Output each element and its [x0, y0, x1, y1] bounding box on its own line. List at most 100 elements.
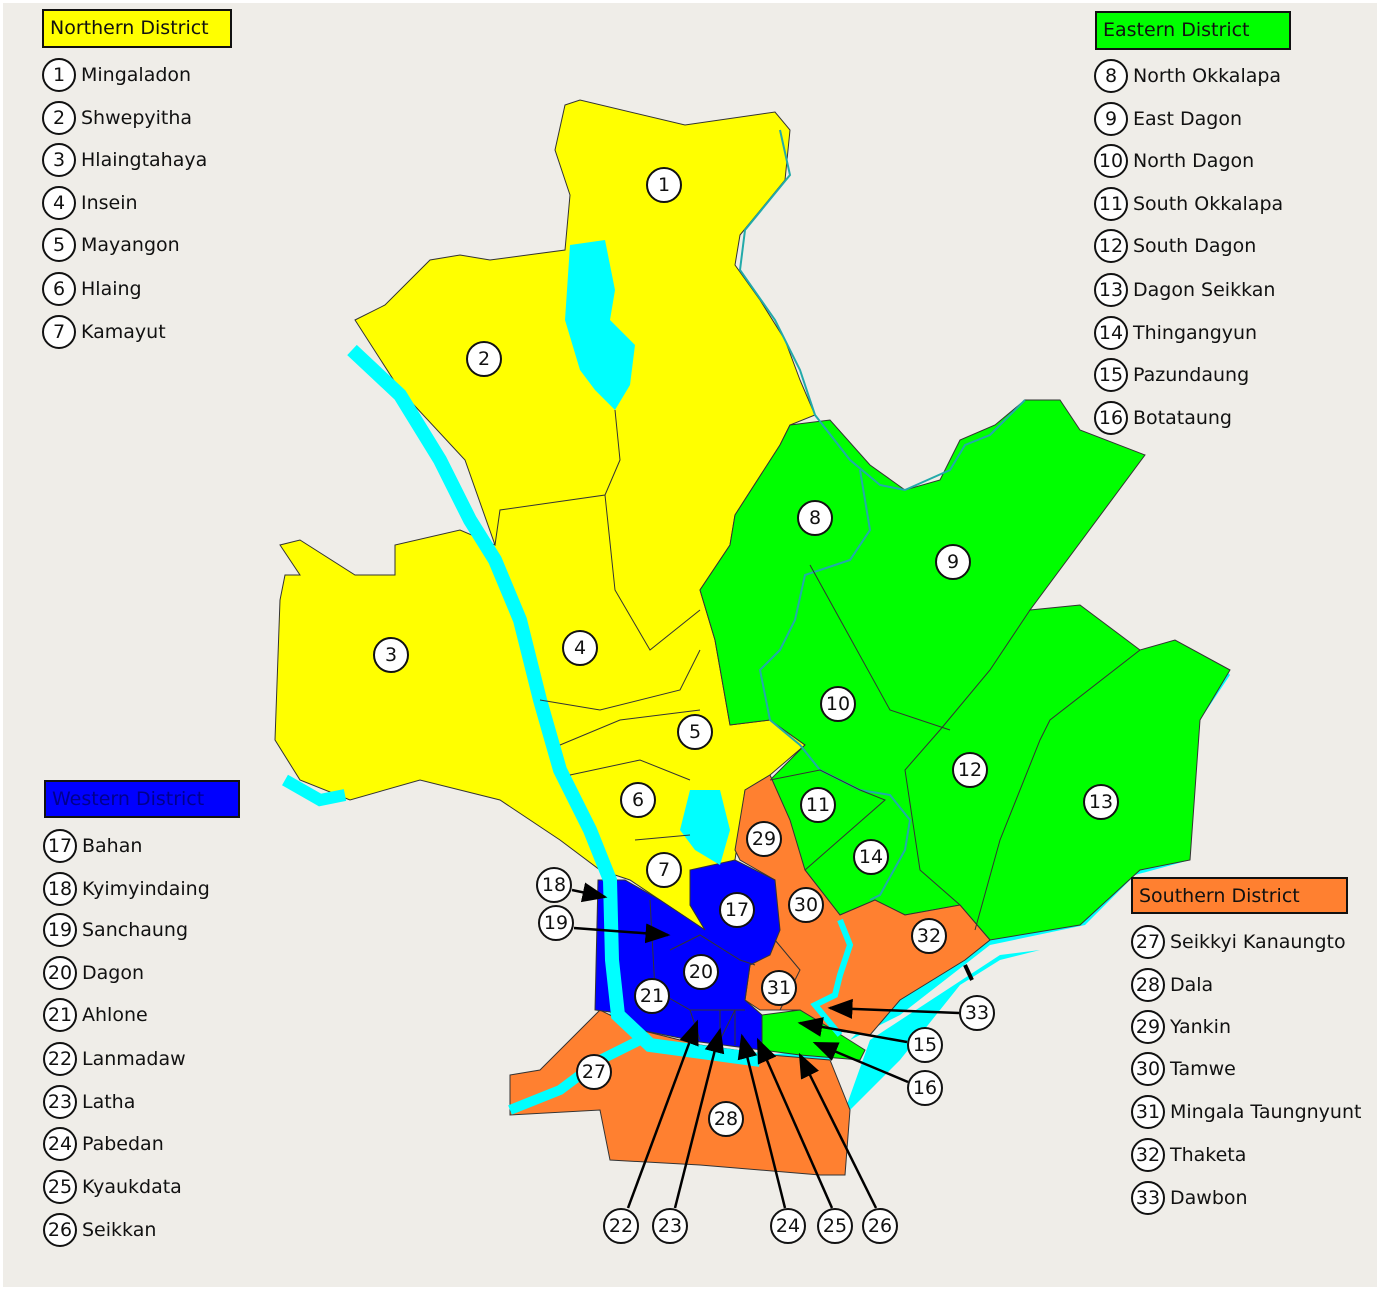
map-label-9: 9: [935, 544, 971, 580]
legend-township-name: Ahlone: [82, 1004, 148, 1026]
map-label-26: 26: [862, 1208, 898, 1244]
map-label-11: 11: [800, 787, 836, 823]
legend-item: 9 East Dagon: [1094, 100, 1242, 138]
map-label-16: 16: [907, 1070, 943, 1106]
legend-number: 24: [43, 1127, 77, 1161]
map-label-24: 24: [770, 1208, 806, 1244]
legend-number: 20: [43, 956, 77, 990]
legend-township-name: Bahan: [82, 835, 143, 857]
legend-number: 10: [1094, 144, 1128, 178]
legend-township-name: Pazundaung: [1133, 364, 1250, 386]
legend-number: 23: [43, 1085, 77, 1119]
hlaing-river: [347, 344, 761, 1067]
legend-item: 6 Hlaing: [42, 270, 142, 308]
lake-south: [680, 790, 730, 865]
legend-number: 18: [43, 872, 77, 906]
river-water: [600, 665, 1230, 1110]
legend-township-name: Tamwe: [1170, 1058, 1236, 1080]
legend-item: 31 Mingala Taungnyunt: [1131, 1093, 1361, 1131]
map-label-23: 23: [652, 1208, 688, 1244]
legend-item: 4 Insein: [42, 184, 138, 222]
legend-number: 5: [42, 228, 76, 262]
legend-township-name: Seikkyi Kanaungto: [1170, 931, 1346, 953]
legend-item: 16 Botataung: [1094, 399, 1232, 437]
map-label-3: 3: [373, 637, 409, 673]
map-label-1: 1: [646, 167, 682, 203]
map-label-19: 19: [538, 905, 574, 941]
arrow-22: [626, 1019, 699, 1209]
legend-item: 28 Dala: [1131, 966, 1213, 1004]
map-label-10: 10: [820, 686, 856, 722]
legend-item: 5 Mayangon: [42, 226, 180, 264]
legend-item: 25 Kyaukdata: [43, 1168, 182, 1206]
legend-township-name: Kyimyindaing: [82, 878, 210, 900]
legend-township-name: Sanchaung: [82, 919, 189, 941]
legend-item: 10 North Dagon: [1094, 142, 1254, 180]
map-label-33: 33: [959, 995, 995, 1031]
map-label-8: 8: [797, 500, 833, 536]
legend-township-name: Mingala Taungnyunt: [1170, 1101, 1362, 1123]
legend-township-name: Yankin: [1170, 1016, 1231, 1038]
map-label-25: 25: [817, 1208, 853, 1244]
arrow-33: [827, 998, 960, 1019]
arrow-18: [571, 882, 608, 903]
legend-number: 16: [1094, 401, 1128, 435]
map-label-12: 12: [952, 752, 988, 788]
legend-number: 29: [1131, 1010, 1165, 1044]
map-label-18: 18: [536, 867, 572, 903]
legend-item: 23 Latha: [43, 1083, 135, 1121]
legend-township-name: Kyaukdata: [82, 1176, 182, 1198]
river-west-branch: [282, 774, 347, 807]
legend-header-eastern: Eastern District: [1095, 11, 1291, 50]
legend-item: 17 Bahan: [43, 827, 142, 865]
creek: [810, 918, 854, 1037]
map-label-20: 20: [683, 954, 719, 990]
legend-number: 13: [1094, 273, 1128, 307]
legend-item: 12 South Dagon: [1094, 227, 1256, 265]
legend-item: 19 Sanchaung: [43, 911, 188, 949]
legend-header-western: Western District: [44, 780, 240, 818]
legend-number: 7: [42, 315, 76, 349]
legend-number: 9: [1094, 102, 1128, 136]
map-label-15: 15: [907, 1027, 943, 1063]
legend-township-name: Botataung: [1133, 407, 1232, 429]
legend-township-name: Seikkan: [82, 1219, 157, 1241]
southern-district-area-south: [509, 1009, 851, 1176]
legend-number: 32: [1131, 1138, 1165, 1172]
legend-number: 6: [42, 272, 76, 306]
label-arrows: [571, 882, 960, 1209]
legend-item: 11 South Okkalapa: [1094, 185, 1283, 223]
legend-number: 2: [42, 101, 76, 135]
legend-number: 11: [1094, 187, 1128, 221]
dawbon-marker: [963, 964, 974, 981]
map-label-27: 27: [576, 1054, 612, 1090]
legend-item: 26 Seikkan: [43, 1211, 156, 1249]
arrow-19: [573, 923, 671, 944]
legend-item: 1 Mingaladon: [42, 56, 191, 94]
map-label-14: 14: [853, 839, 889, 875]
arrow-24: [737, 1033, 787, 1209]
legend-item: 20 Dagon: [43, 954, 144, 992]
legend-township-name: South Okkalapa: [1133, 193, 1284, 215]
legend-township-name: Kamayut: [81, 321, 166, 343]
lake: [565, 240, 635, 410]
legend-number: 17: [43, 829, 77, 863]
legend-township-name: Thingangyun: [1133, 322, 1258, 344]
legend-number: 4: [42, 186, 76, 220]
legend-number: 21: [43, 998, 77, 1032]
legend-header-southern: Southern District: [1131, 877, 1348, 914]
map-label-28: 28: [708, 1101, 744, 1137]
map-label-17: 17: [719, 892, 755, 928]
arrow-23: [673, 1027, 725, 1209]
legend-item: 7 Kamayut: [42, 313, 166, 351]
arrow-26: [798, 1052, 878, 1209]
legend-item: 14 Thingangyun: [1094, 314, 1257, 352]
map-label-30: 30: [788, 887, 824, 923]
legend-item: 30 Tamwe: [1131, 1050, 1236, 1088]
legend-number: 31: [1131, 1095, 1165, 1129]
legend-number: 27: [1131, 925, 1165, 959]
legend-number: 28: [1131, 968, 1165, 1002]
legend-item: 2 Shwepyitha: [42, 99, 192, 137]
arrow-25: [756, 1037, 834, 1209]
